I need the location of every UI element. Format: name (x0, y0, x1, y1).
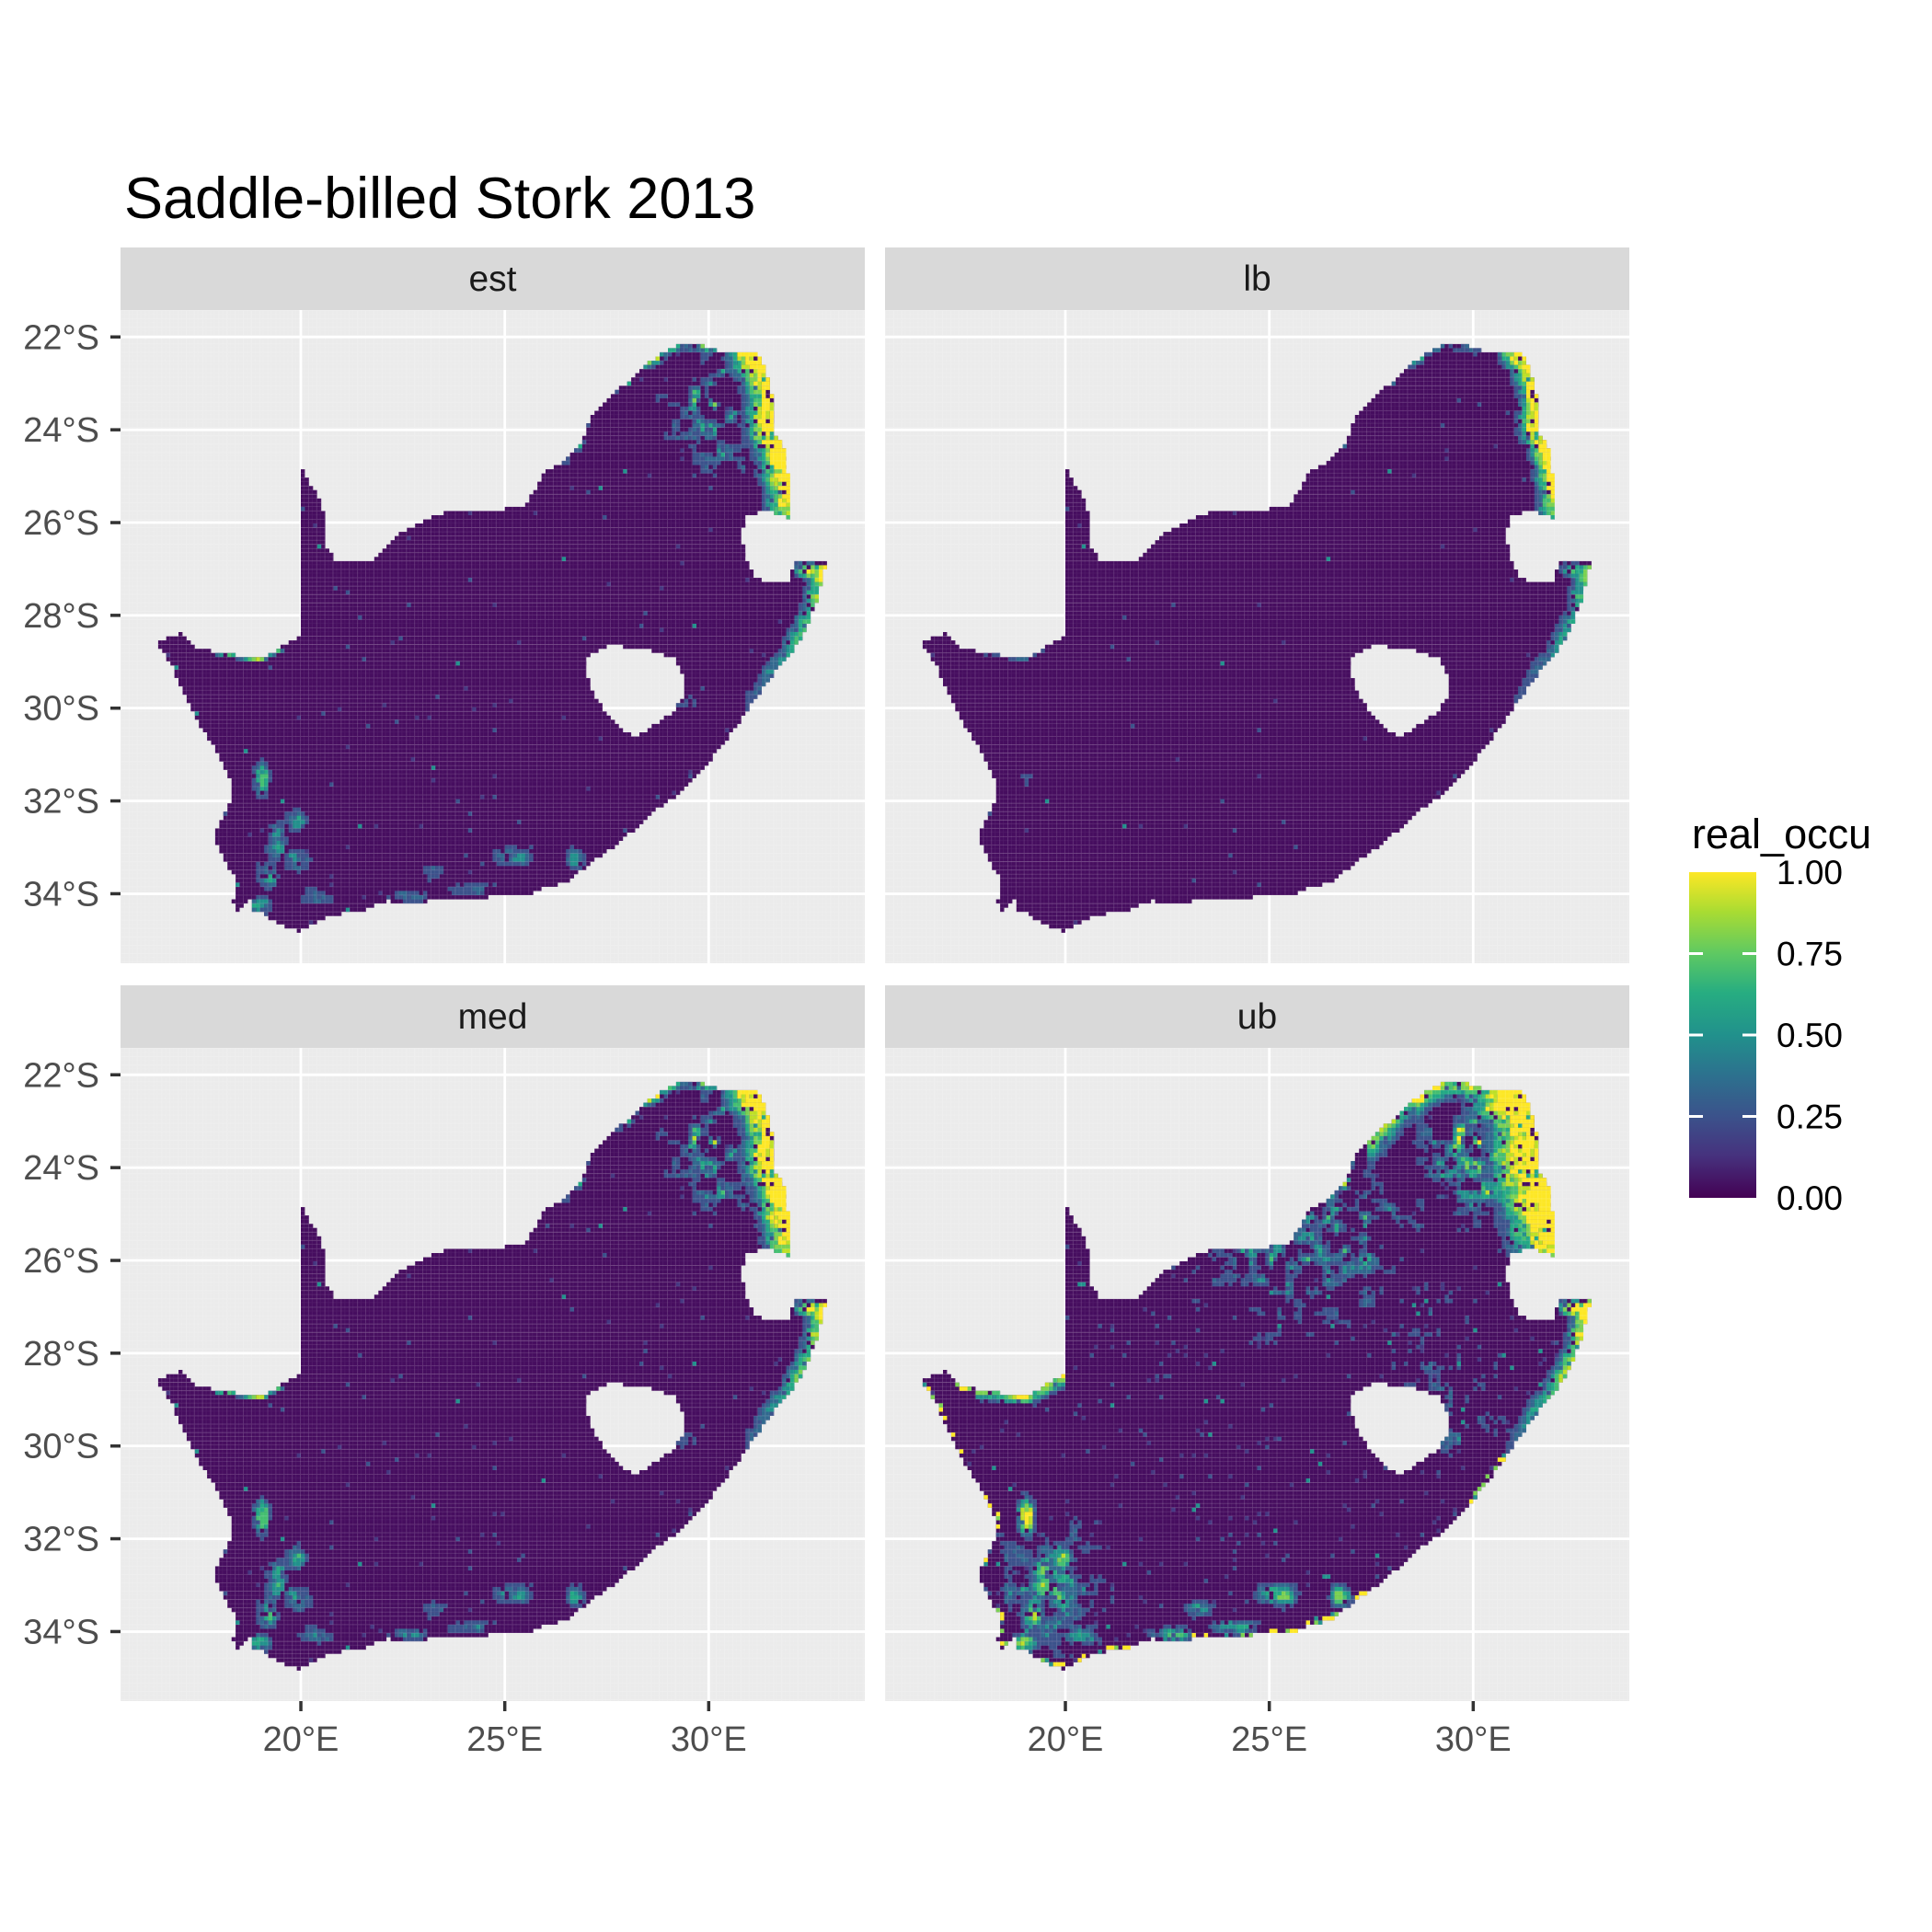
svg-text:0.50: 0.50 (1777, 1017, 1843, 1054)
svg-text:25°E: 25°E (1231, 1720, 1307, 1759)
svg-text:24°S: 24°S (23, 1149, 99, 1188)
svg-text:30°S: 30°S (23, 690, 99, 729)
svg-text:0.25: 0.25 (1777, 1098, 1843, 1136)
svg-text:30°E: 30°E (1435, 1720, 1512, 1759)
svg-text:ub: ub (1237, 997, 1277, 1037)
svg-text:est: est (468, 259, 516, 299)
svg-text:28°S: 28°S (23, 1335, 99, 1374)
svg-text:32°S: 32°S (23, 1521, 99, 1559)
svg-text:22°S: 22°S (23, 318, 99, 357)
svg-text:30°E: 30°E (671, 1720, 747, 1759)
svg-text:30°S: 30°S (23, 1428, 99, 1466)
svg-text:Saddle-billed Stork 2013: Saddle-billed Stork 2013 (124, 167, 755, 231)
svg-text:20°E: 20°E (263, 1720, 339, 1759)
svg-text:1.00: 1.00 (1777, 854, 1843, 891)
svg-text:22°S: 22°S (23, 1056, 99, 1095)
svg-text:0.75: 0.75 (1777, 936, 1843, 973)
svg-text:34°S: 34°S (23, 1614, 99, 1652)
svg-text:25°E: 25°E (466, 1720, 543, 1759)
svg-text:med: med (458, 997, 528, 1037)
svg-text:24°S: 24°S (23, 411, 99, 450)
svg-text:26°S: 26°S (23, 1242, 99, 1281)
svg-text:lb: lb (1243, 259, 1271, 299)
svg-text:real_occu: real_occu (1692, 811, 1871, 857)
svg-text:20°E: 20°E (1028, 1720, 1104, 1759)
svg-text:32°S: 32°S (23, 783, 99, 822)
svg-text:34°S: 34°S (23, 876, 99, 914)
svg-text:0.00: 0.00 (1777, 1179, 1843, 1217)
svg-text:28°S: 28°S (23, 597, 99, 636)
svg-text:26°S: 26°S (23, 504, 99, 543)
